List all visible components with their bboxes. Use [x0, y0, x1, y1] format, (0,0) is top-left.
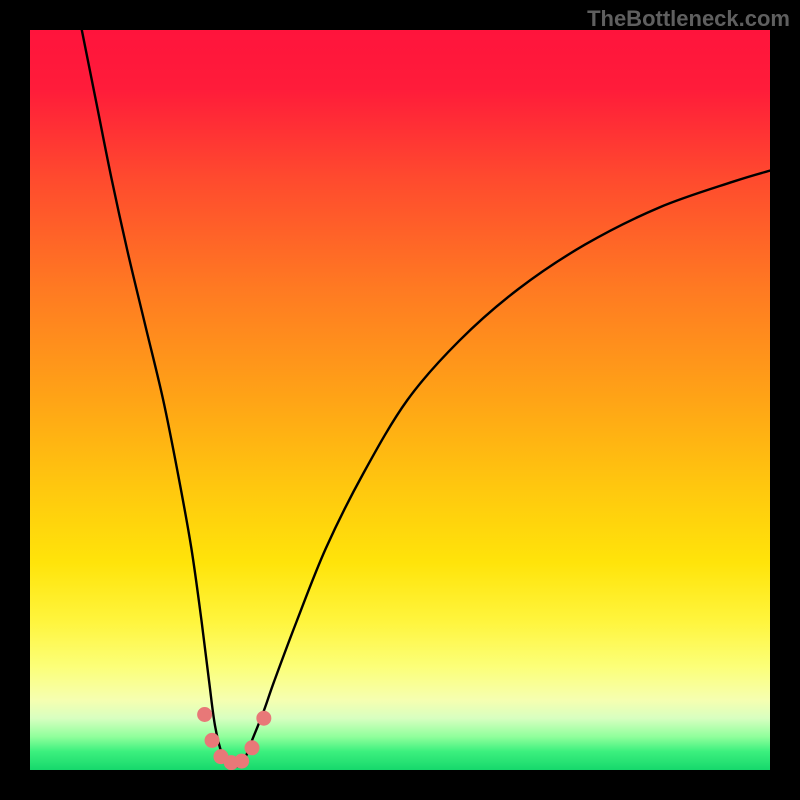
- trough-marker: [235, 754, 249, 768]
- trough-marker: [245, 741, 259, 755]
- trough-marker: [205, 733, 219, 747]
- bottleneck-curve-chart: [0, 0, 800, 800]
- trough-marker: [257, 711, 271, 725]
- gradient-background: [30, 30, 770, 770]
- trough-marker: [198, 708, 212, 722]
- chart-container: TheBottleneck.com: [0, 0, 800, 800]
